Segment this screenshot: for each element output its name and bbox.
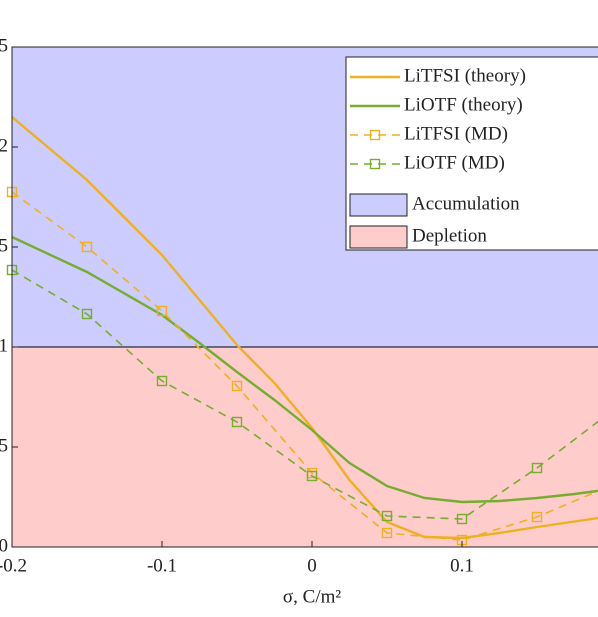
legend-label: LiOTF (MD) [404,152,505,173]
series-line [11,235,598,504]
legend-label: Accumulation [412,193,520,214]
legend-marker [369,158,381,170]
legend-label: LiTFSI (theory) [404,65,526,86]
series-line [11,191,598,541]
legend-box [345,56,598,251]
y-tick-label: 2 [0,135,8,156]
marker [531,462,543,474]
x-tick-label: -0.2 [0,555,27,576]
region [12,347,598,547]
y-tick-label: 1 [0,335,8,356]
series-line [11,116,598,540]
legend-swatch [349,193,408,217]
marker [381,510,393,522]
marker [531,511,543,523]
marker [81,308,93,320]
y-tick-label: 1.5 [0,235,8,256]
legend-label: Depletion [412,225,487,246]
marker [156,375,168,387]
marker [306,470,318,482]
marker [456,513,468,525]
x-tick-label: 0.1 [450,555,474,576]
x-tick-label: -0.1 [147,555,177,576]
x-axis-label: σ, C/m² [283,586,341,607]
y-tick-label: 0.5 [0,435,8,456]
legend-label: LiOTF (theory) [404,94,523,115]
marker [81,241,93,253]
legend-swatch [349,225,408,249]
marker [231,380,243,392]
legend-label: LiTFSI (MD) [404,123,508,144]
marker [231,416,243,428]
marker [156,305,168,317]
legend-marker [369,129,381,141]
y-tick-label: 0 [0,535,8,556]
y-tick-label: 2.5 [0,35,8,56]
marker [381,527,393,539]
x-tick-label: 0 [307,555,317,576]
series-line [11,269,598,520]
